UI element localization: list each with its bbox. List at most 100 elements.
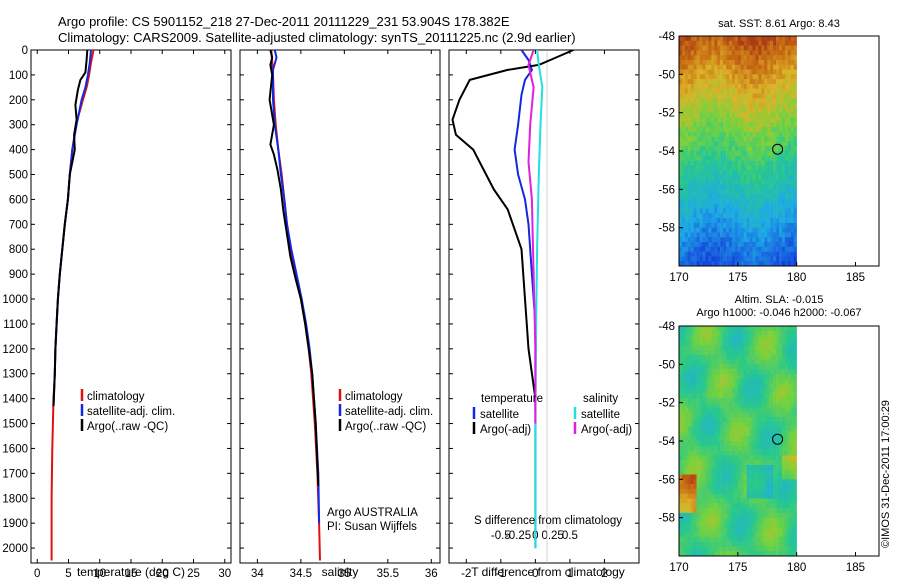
heatmap-cell <box>693 369 697 375</box>
heatmap-cell <box>681 383 686 389</box>
heatmap-cell <box>773 160 777 166</box>
heatmap-cell <box>714 479 718 485</box>
heatmap-cell <box>714 388 718 394</box>
heatmap-cell <box>793 151 797 157</box>
heatmap-cell <box>731 340 736 346</box>
heatmap-cell <box>787 189 791 195</box>
heatmap-cell <box>761 393 765 399</box>
heatmap-cell <box>684 194 689 200</box>
heatmap-cell <box>723 117 727 123</box>
heatmap-cell <box>729 83 733 89</box>
heatmap-cell <box>758 79 762 85</box>
heatmap-cell <box>687 88 691 94</box>
heatmap-cell <box>764 488 768 494</box>
heatmap-cell <box>687 488 691 494</box>
heatmap-cell <box>705 160 709 166</box>
heatmap-cell <box>723 397 727 403</box>
heatmap-cell <box>720 103 724 109</box>
heatmap-cell <box>705 532 709 538</box>
heatmap-cell <box>731 350 736 356</box>
heatmap-cell <box>781 151 786 157</box>
heatmap-cell <box>699 345 703 351</box>
heatmap-cell <box>793 36 797 42</box>
heatmap-cell <box>779 541 783 547</box>
heatmap-cell <box>679 256 683 262</box>
heatmap-cell <box>784 330 789 336</box>
heatmap-cell <box>746 445 750 451</box>
heatmap-cell <box>708 69 712 75</box>
heatmap-cell <box>708 541 712 547</box>
heatmap-cell <box>720 242 724 248</box>
heatmap-cell <box>714 36 718 42</box>
heatmap-cell <box>723 527 727 533</box>
heatmap-cell <box>761 426 765 432</box>
heatmap-cell <box>773 112 777 118</box>
heatmap-cell <box>743 45 747 51</box>
heatmap-cell <box>758 326 762 332</box>
heatmap-cell <box>779 484 783 490</box>
heatmap-cell <box>711 122 715 128</box>
heatmap-cell <box>702 208 706 214</box>
heatmap-cell <box>773 369 777 375</box>
heatmap-cell <box>737 330 741 336</box>
heatmap-cell <box>767 465 771 471</box>
heatmap-cell <box>767 469 771 475</box>
imos-watermark: ©IMOS 31-Dec-2011 17:00:29 <box>880 400 892 548</box>
heatmap-cell <box>690 50 694 56</box>
heatmap-cell <box>770 242 774 248</box>
heatmap-cell <box>740 369 744 375</box>
heatmap-cell <box>681 251 686 257</box>
heatmap-cell <box>711 117 715 123</box>
heatmap-cell <box>787 417 791 423</box>
heatmap-cell <box>781 431 786 437</box>
heatmap-cell <box>702 83 706 89</box>
heatmap-cell <box>758 261 762 266</box>
heatmap-cell <box>711 407 715 413</box>
heatmap-cell <box>758 527 762 533</box>
heatmap-cell <box>690 227 694 233</box>
heatmap-cell <box>702 450 706 456</box>
heatmap-cell <box>743 79 747 85</box>
heatmap-cell <box>781 198 786 204</box>
heatmap-cell <box>729 222 733 228</box>
heatmap-cell <box>714 508 718 514</box>
heatmap-cell <box>734 79 739 85</box>
heatmap-cell <box>767 393 771 399</box>
heatmap-cell <box>764 441 768 447</box>
heatmap-cell <box>705 93 709 99</box>
heatmap-cell <box>761 170 765 176</box>
heatmap-cell <box>770 55 774 61</box>
heatmap-cell <box>681 256 686 262</box>
heatmap-cell <box>740 508 744 514</box>
heatmap-cell <box>784 469 789 475</box>
heatmap-cell <box>764 465 768 471</box>
heatmap-cell <box>784 151 789 157</box>
heatmap-cell <box>723 79 727 85</box>
heatmap-cell <box>743 551 747 556</box>
x-tick-label: 0 <box>34 568 40 580</box>
heatmap-cell <box>773 170 777 176</box>
heatmap-cell <box>761 155 765 161</box>
heatmap-cell <box>699 479 703 485</box>
heatmap-cell <box>734 55 739 61</box>
heatmap-cell <box>723 93 727 99</box>
heatmap-cell <box>681 445 686 451</box>
heatmap-cell <box>693 160 697 166</box>
heatmap-cell <box>784 261 789 266</box>
heatmap-cell <box>776 445 780 451</box>
heatmap-cell <box>684 402 689 408</box>
heatmap-cell <box>752 388 756 394</box>
heatmap-cell <box>767 222 771 228</box>
heatmap-cell <box>784 50 789 56</box>
heatmap-cell <box>679 141 683 147</box>
heatmap-cell <box>696 383 700 389</box>
heatmap-cell <box>734 208 739 214</box>
heatmap-cell <box>729 388 733 394</box>
heatmap-cell <box>708 498 712 504</box>
heatmap-cell <box>729 484 733 490</box>
heatmap-cell <box>740 445 744 451</box>
heatmap-cell <box>693 551 697 556</box>
heatmap-cell <box>690 335 694 341</box>
heatmap-cell <box>793 345 797 351</box>
